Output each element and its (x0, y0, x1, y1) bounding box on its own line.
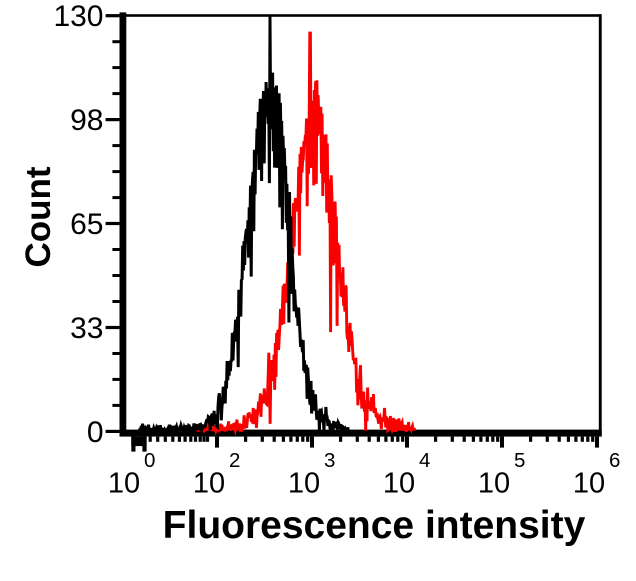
svg-text:10: 10 (383, 468, 415, 500)
svg-text:10: 10 (573, 468, 605, 500)
svg-text:10: 10 (193, 468, 225, 500)
svg-text:2: 2 (229, 449, 240, 472)
svg-text:3: 3 (324, 449, 335, 472)
svg-text:10: 10 (288, 468, 320, 500)
svg-text:10: 10 (478, 468, 510, 500)
svg-text:Count: Count (19, 166, 58, 267)
svg-text:5: 5 (514, 449, 525, 472)
svg-text:33: 33 (70, 312, 103, 345)
svg-text:65: 65 (70, 208, 103, 241)
svg-text:130: 130 (53, 0, 103, 33)
svg-text:6: 6 (609, 449, 620, 472)
svg-text:Fluorescence intensity: Fluorescence intensity (163, 504, 586, 547)
svg-text:0: 0 (87, 416, 104, 449)
svg-text:98: 98 (70, 104, 103, 137)
svg-text:4: 4 (419, 449, 430, 472)
svg-text:0: 0 (144, 449, 155, 472)
svg-text:10: 10 (108, 468, 140, 500)
